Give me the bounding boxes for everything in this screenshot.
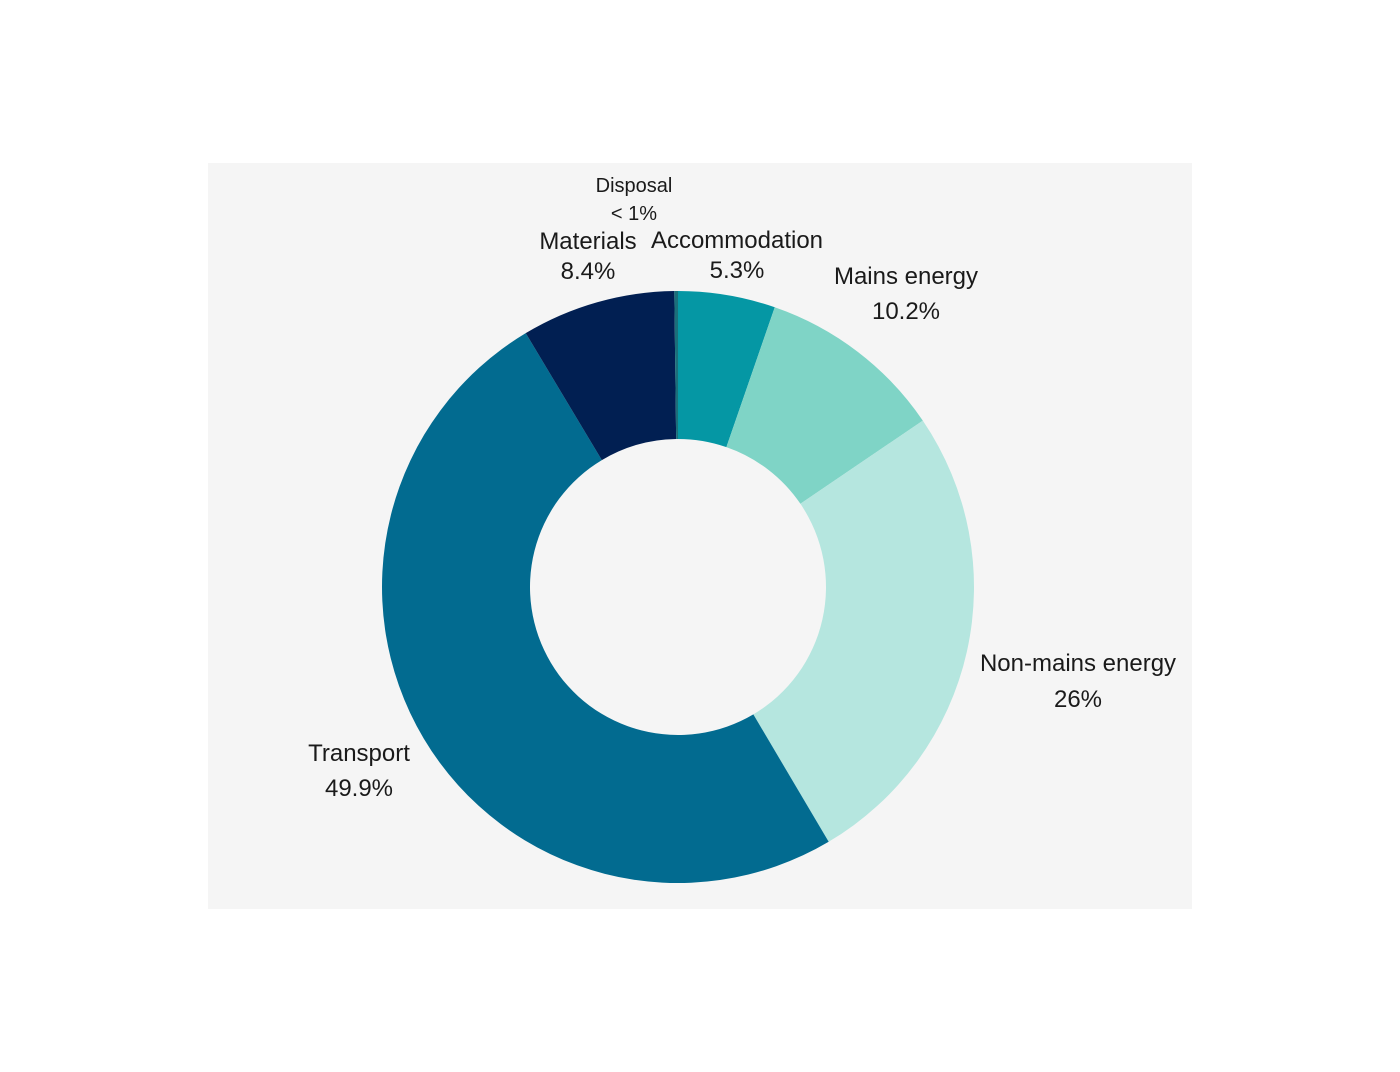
slice-value-accommodation: 5.3% <box>710 257 765 284</box>
chart-panel: Accommodation 5.3% Mains energy 10.2% No… <box>208 163 1192 909</box>
slice-label-materials: Materials <box>539 228 636 255</box>
slices-group <box>382 291 975 883</box>
donut-chart: Accommodation 5.3% Mains energy 10.2% No… <box>308 175 1176 883</box>
slice-mains-energy <box>726 307 923 504</box>
slice-accommodation <box>678 291 775 448</box>
slice-label-disposal: Disposal <box>596 175 673 197</box>
slice-label-accommodation: Accommodation <box>651 227 823 254</box>
slice-disposal <box>674 291 678 440</box>
slice-value-mains-energy: 10.2% <box>872 298 940 325</box>
slice-non-mains-energy <box>753 420 975 842</box>
slice-value-disposal: < 1% <box>611 203 657 225</box>
slice-value-materials: 8.4% <box>561 258 616 285</box>
labels-group: Accommodation 5.3% Mains energy 10.2% No… <box>308 175 1176 802</box>
slice-label-mains-energy: Mains energy <box>834 263 978 290</box>
slice-transport <box>382 333 829 883</box>
slice-label-non-mains-energy: Non-mains energy <box>980 650 1176 677</box>
slice-materials <box>525 291 677 461</box>
slice-value-transport: 49.9% <box>325 775 393 802</box>
slice-value-non-mains-energy: 26% <box>1054 686 1102 713</box>
slice-label-transport: Transport <box>308 740 410 767</box>
